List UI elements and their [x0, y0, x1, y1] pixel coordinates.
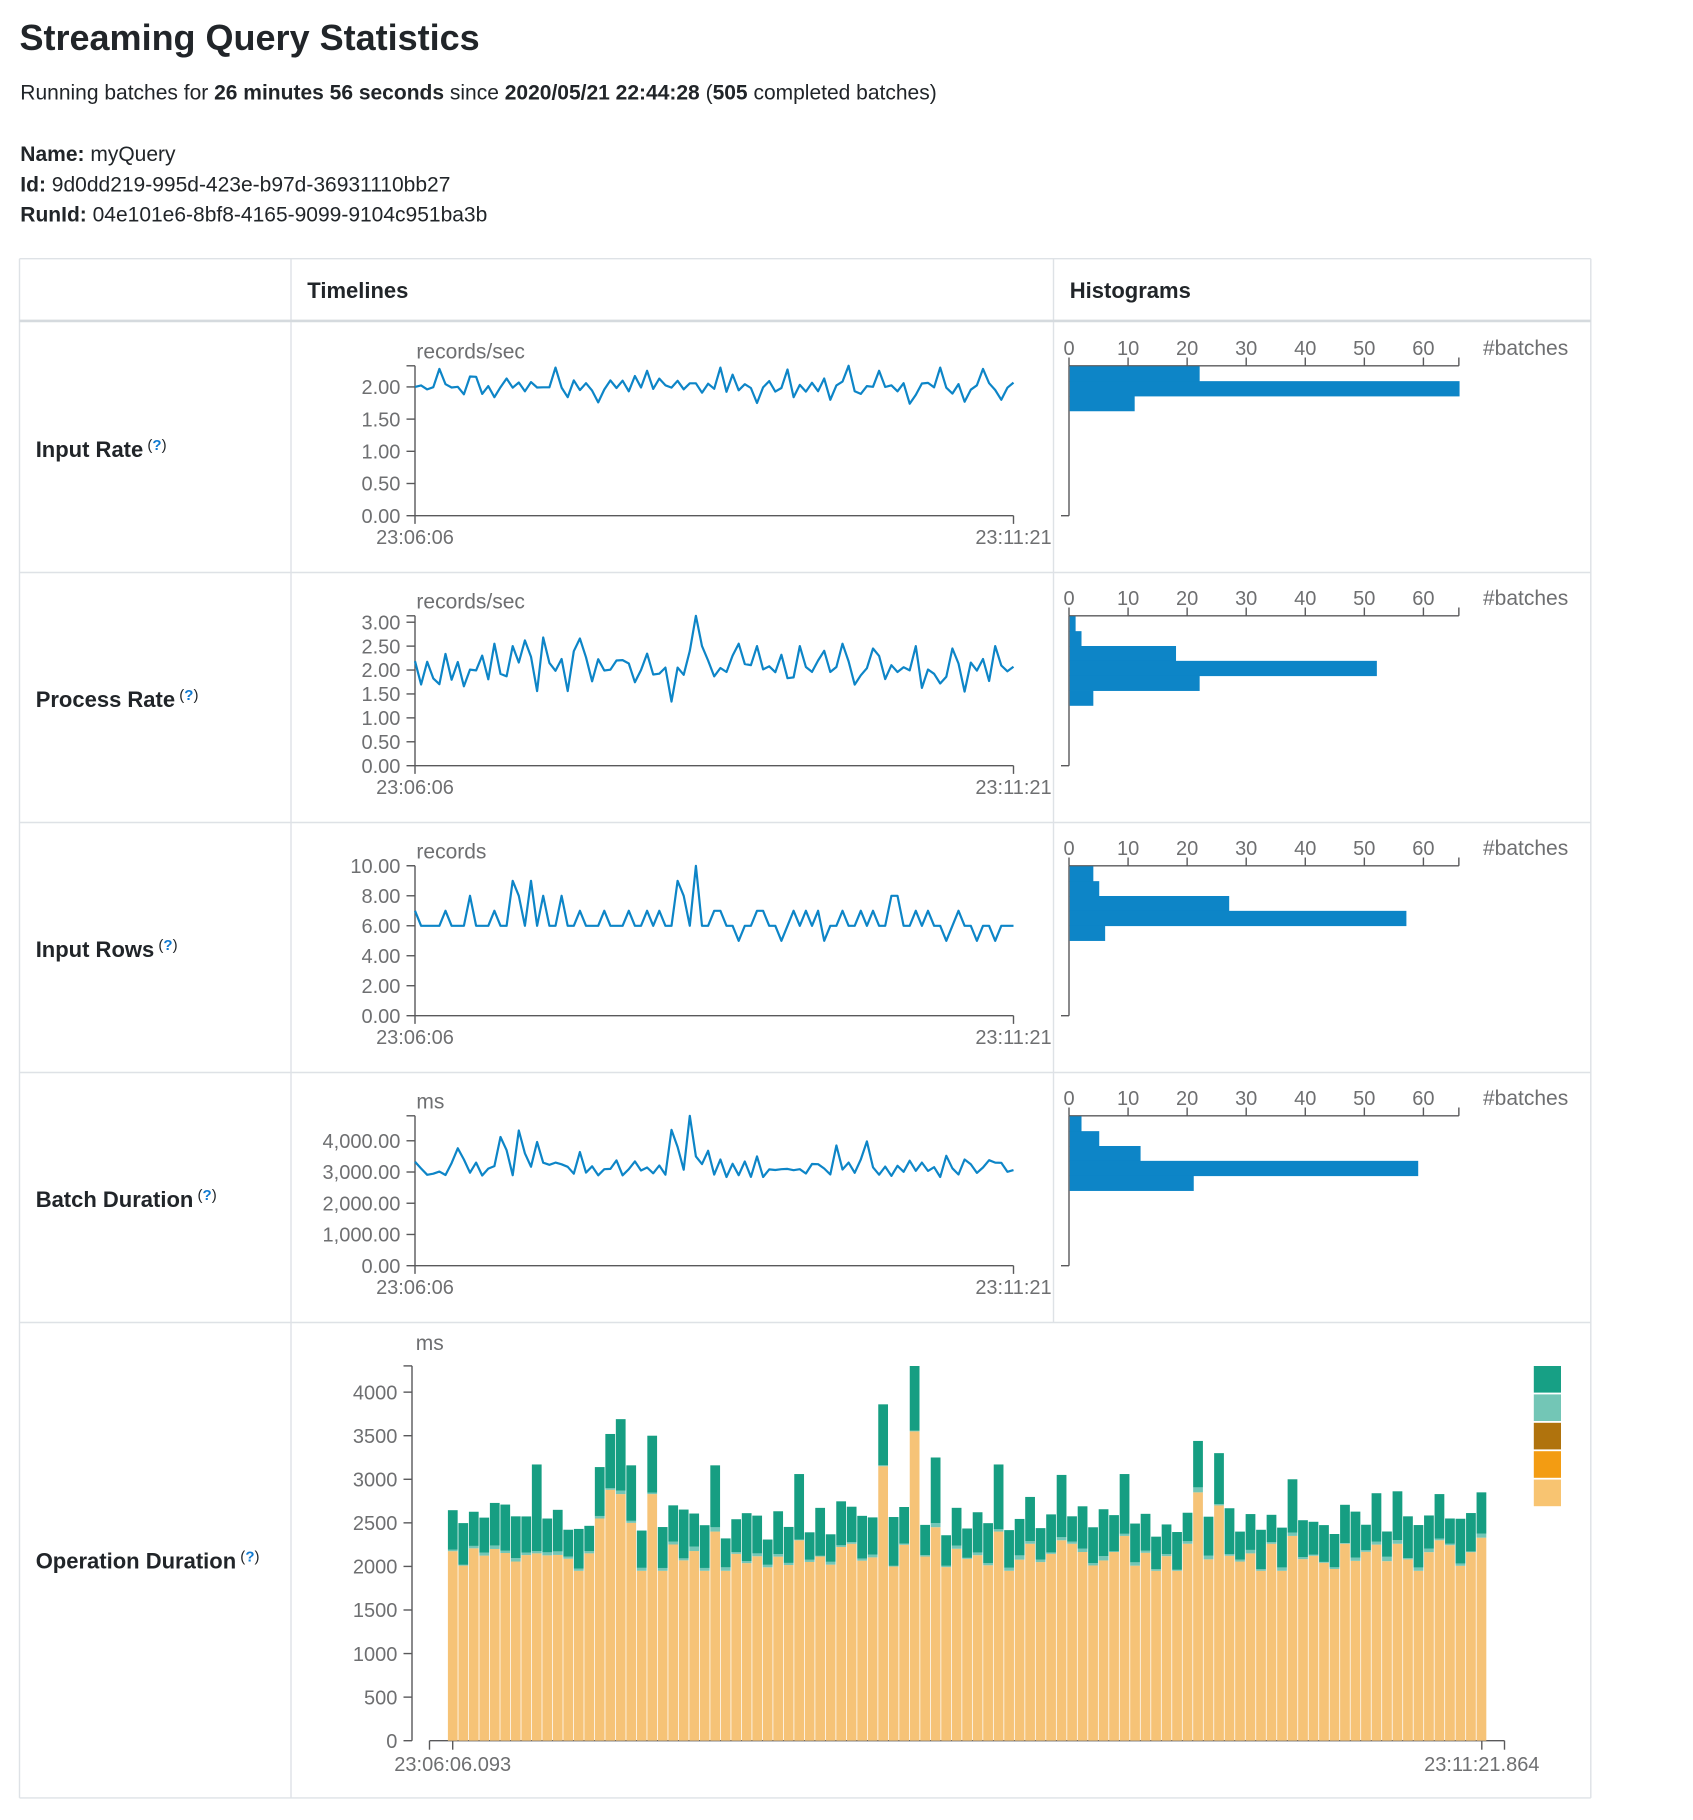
- svg-text:23:11:21.864: 23:11:21.864: [1424, 1754, 1539, 1776]
- svg-text:ms: ms: [416, 1332, 444, 1355]
- svg-text:1.00: 1.00: [361, 708, 400, 730]
- svg-text:0.00: 0.00: [361, 756, 400, 778]
- svg-text:records/sec: records/sec: [416, 340, 525, 363]
- svg-text:10: 10: [1117, 838, 1139, 860]
- svg-text:0.50: 0.50: [361, 732, 400, 754]
- svg-text:500: 500: [364, 1687, 397, 1709]
- svg-text:Id: 9d0dd219-995d-423e-b97d-36: Id: 9d0dd219-995d-423e-b97d-36931110bb27: [20, 173, 450, 196]
- svg-text:4.00: 4.00: [361, 946, 400, 968]
- svg-text:23:06:06: 23:06:06: [376, 777, 454, 799]
- svg-text:10: 10: [1117, 1088, 1139, 1110]
- svg-text:50: 50: [1353, 1088, 1375, 1110]
- svg-text:3500: 3500: [353, 1426, 398, 1448]
- svg-text:2500: 2500: [353, 1513, 398, 1535]
- svg-text:60: 60: [1412, 588, 1434, 610]
- svg-text:20: 20: [1176, 338, 1198, 360]
- svg-text:records/sec: records/sec: [416, 590, 525, 613]
- svg-text:Process Rate (?): Process Rate (?): [36, 687, 199, 712]
- svg-text:50: 50: [1353, 838, 1375, 860]
- svg-text:23:06:06: 23:06:06: [376, 1027, 454, 1049]
- svg-text:1.50: 1.50: [361, 684, 400, 706]
- svg-text:20: 20: [1176, 838, 1198, 860]
- svg-text:0: 0: [1063, 838, 1074, 860]
- svg-text:8.00: 8.00: [361, 886, 400, 908]
- svg-text:2,000.00: 2,000.00: [323, 1193, 401, 1215]
- svg-text:1.00: 1.00: [361, 442, 400, 464]
- svg-text:0: 0: [1063, 338, 1074, 360]
- svg-text:#batches: #batches: [1483, 587, 1568, 610]
- svg-text:#batches: #batches: [1483, 837, 1568, 860]
- svg-text:1500: 1500: [353, 1600, 398, 1622]
- svg-text:50: 50: [1353, 338, 1375, 360]
- svg-text:3,000.00: 3,000.00: [323, 1162, 401, 1184]
- svg-text:2000: 2000: [353, 1557, 398, 1579]
- svg-text:4,000.00: 4,000.00: [323, 1131, 401, 1153]
- svg-text:Histograms: Histograms: [1070, 278, 1191, 303]
- svg-text:Operation Duration (?): Operation Duration (?): [36, 1549, 260, 1574]
- svg-text:ms: ms: [416, 1090, 444, 1113]
- svg-text:40: 40: [1294, 1088, 1316, 1110]
- svg-text:30: 30: [1235, 1088, 1257, 1110]
- svg-text:Streaming Query Statistics: Streaming Query Statistics: [20, 17, 480, 58]
- svg-text:0.00: 0.00: [361, 506, 400, 528]
- svg-text:0: 0: [1063, 1088, 1074, 1110]
- svg-text:2.50: 2.50: [361, 636, 400, 658]
- svg-text:2.00: 2.00: [361, 976, 400, 998]
- svg-text:records: records: [416, 840, 486, 863]
- svg-text:Running batches for 26 minutes: Running batches for 26 minutes 56 second…: [20, 82, 936, 105]
- svg-text:20: 20: [1176, 588, 1198, 610]
- svg-text:23:06:06.093: 23:06:06.093: [394, 1754, 511, 1776]
- svg-text:Name: myQuery: Name: myQuery: [20, 143, 176, 166]
- svg-text:RunId: 04e101e6-8bf8-4165-9099: RunId: 04e101e6-8bf8-4165-9099-9104c951b…: [20, 204, 487, 227]
- svg-text:10.00: 10.00: [350, 856, 400, 878]
- svg-text:40: 40: [1294, 588, 1316, 610]
- svg-text:#batches: #batches: [1483, 1087, 1568, 1110]
- svg-text:2.00: 2.00: [361, 377, 400, 399]
- svg-text:6.00: 6.00: [361, 916, 400, 938]
- svg-text:3.00: 3.00: [361, 612, 400, 634]
- svg-text:Timelines: Timelines: [307, 278, 408, 303]
- svg-text:30: 30: [1235, 588, 1257, 610]
- svg-text:60: 60: [1412, 838, 1434, 860]
- svg-text:60: 60: [1412, 1088, 1434, 1110]
- svg-text:20: 20: [1176, 1088, 1198, 1110]
- svg-text:2.00: 2.00: [361, 660, 400, 682]
- svg-text:23:11:21: 23:11:21: [975, 777, 1051, 799]
- svg-text:Input Rows (?): Input Rows (?): [36, 937, 178, 962]
- svg-text:Batch Duration (?): Batch Duration (?): [36, 1187, 217, 1212]
- svg-text:1,000.00: 1,000.00: [323, 1225, 401, 1247]
- svg-text:23:06:06: 23:06:06: [376, 527, 454, 549]
- svg-text:40: 40: [1294, 338, 1316, 360]
- svg-text:23:06:06: 23:06:06: [376, 1277, 454, 1299]
- svg-text:4000: 4000: [353, 1382, 398, 1404]
- svg-text:1.50: 1.50: [361, 409, 400, 431]
- svg-text:60: 60: [1412, 338, 1434, 360]
- svg-text:3000: 3000: [353, 1470, 398, 1492]
- svg-text:0.00: 0.00: [361, 1256, 400, 1278]
- svg-text:0: 0: [386, 1731, 397, 1753]
- svg-text:10: 10: [1117, 588, 1139, 610]
- svg-text:1000: 1000: [353, 1644, 398, 1666]
- svg-text:30: 30: [1235, 838, 1257, 860]
- svg-text:23:11:21: 23:11:21: [975, 1277, 1051, 1299]
- svg-text:40: 40: [1294, 838, 1316, 860]
- svg-text:23:11:21: 23:11:21: [975, 1027, 1051, 1049]
- svg-text:23:11:21: 23:11:21: [975, 527, 1051, 549]
- svg-text:0: 0: [1063, 588, 1074, 610]
- svg-text:0.50: 0.50: [361, 474, 400, 496]
- svg-text:50: 50: [1353, 588, 1375, 610]
- svg-text:0.00: 0.00: [361, 1006, 400, 1028]
- svg-text:30: 30: [1235, 338, 1257, 360]
- svg-text:#batches: #batches: [1483, 337, 1568, 360]
- svg-text:10: 10: [1117, 338, 1139, 360]
